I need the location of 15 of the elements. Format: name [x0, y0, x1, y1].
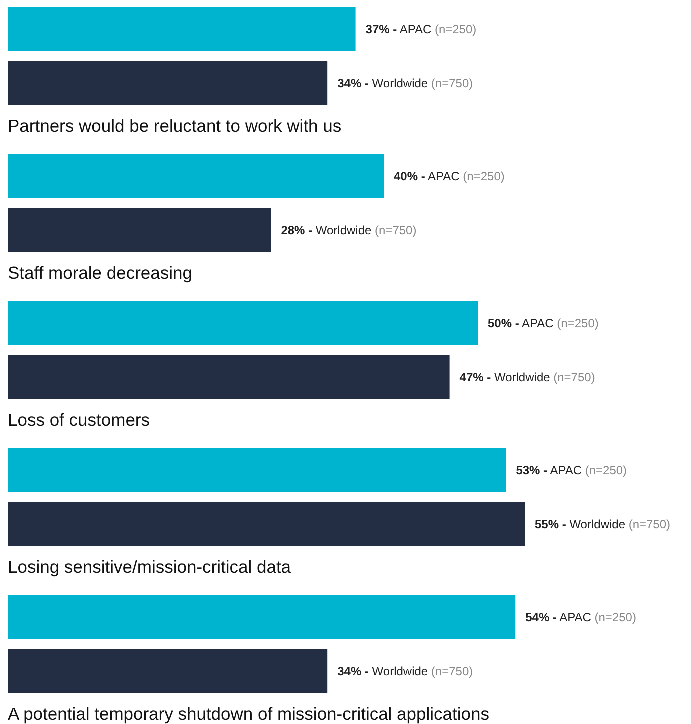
y-tick-label: Losing sensitive/mission-critical data — [8, 557, 292, 577]
y-tick-label: Loss of customers — [8, 410, 150, 430]
data-label: 40% - APAC (n=250) — [394, 170, 505, 184]
data-label: 34% - Worldwide (n=750) — [338, 664, 474, 678]
y-tick-label: Staff morale decreasing — [8, 263, 193, 283]
data-label: 53% - APAC (n=250) — [516, 464, 628, 478]
data-label: 55% - Worldwide (n=750) — [535, 518, 671, 532]
data-label: 34% - Worldwide (n=750) — [338, 76, 474, 90]
data-label: 28% - Worldwide (n=750) — [281, 224, 417, 238]
y-tick-label: A potential temporary shutdown of mission-critical applications — [8, 704, 490, 724]
data-label: 47% - Worldwide (n=750) — [460, 370, 596, 384]
data-label: 50% - APAC (n=250) — [488, 316, 599, 330]
data-label: 37% - APAC (n=250) — [366, 22, 477, 36]
y-tick-label: Partners would be reluctant to work with us — [8, 116, 342, 136]
data-label: 54% - APAC (n=250) — [526, 610, 636, 624]
